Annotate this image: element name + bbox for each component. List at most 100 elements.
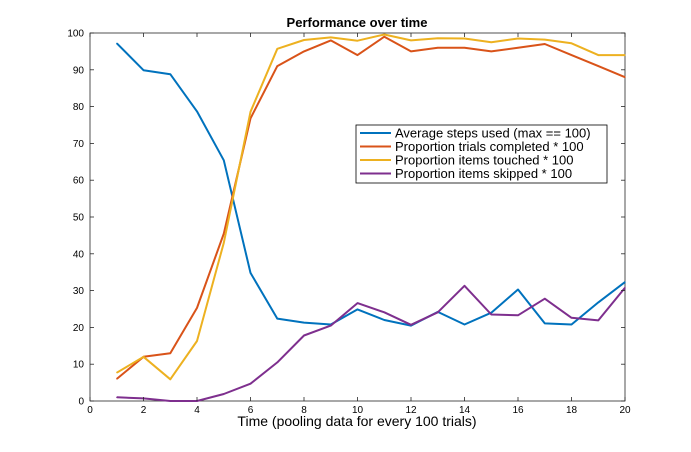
y-tick-label: 80 [73, 102, 85, 113]
data-point [303, 334, 305, 337]
data-point [490, 41, 492, 43]
data-point [276, 48, 278, 50]
y-tick-label: 90 [73, 65, 85, 76]
x-tick-label: 4 [194, 405, 200, 416]
data-point [463, 323, 466, 326]
data-point [570, 323, 573, 326]
data-point [437, 47, 439, 49]
data-point [116, 378, 118, 380]
series-layer [116, 33, 626, 402]
series-line-2 [116, 35, 626, 380]
y-tick-label: 100 [67, 29, 84, 40]
data-point [410, 324, 412, 326]
series-line-3 [116, 33, 625, 381]
data-point [142, 356, 145, 358]
y-tick-label: 10 [73, 360, 85, 371]
data-point [196, 340, 198, 342]
data-point [383, 33, 385, 36]
data-point [169, 352, 171, 354]
data-point [116, 372, 118, 374]
data-point [597, 301, 599, 303]
data-point [597, 319, 599, 322]
data-point [490, 50, 492, 53]
data-point [410, 39, 412, 41]
x-tick-label: 14 [459, 405, 471, 416]
y-tick-label: 30 [73, 286, 85, 297]
data-point [383, 311, 385, 313]
data-point [544, 298, 546, 300]
plot-area [89, 32, 626, 402]
data-point [490, 313, 492, 316]
data-point [624, 281, 626, 283]
legend-items: Average steps used (max == 100)Proportio… [360, 126, 591, 181]
legend-label: Proportion trials completed * 100 [395, 139, 584, 154]
y-tick-label: 50 [73, 213, 85, 224]
data-point [303, 50, 305, 53]
plot-frame [89, 32, 626, 402]
x-tick-label: 18 [566, 405, 578, 416]
data-point [544, 39, 546, 41]
data-point [624, 287, 626, 289]
data-point [410, 50, 412, 53]
data-point [303, 39, 305, 41]
x-tick-label: 8 [301, 405, 307, 416]
data-point [169, 378, 171, 380]
x-tick-label: 20 [619, 405, 631, 416]
data-point [356, 40, 359, 42]
x-tick-label: 16 [512, 405, 524, 416]
data-point [169, 73, 171, 75]
data-point [276, 317, 278, 320]
data-point [463, 285, 466, 287]
data-point [330, 39, 332, 41]
data-point [437, 37, 439, 39]
data-point [517, 37, 519, 40]
data-point [249, 383, 252, 385]
x-tick-label: 0 [87, 405, 93, 416]
data-point [303, 322, 305, 324]
y-tick-label: 70 [73, 139, 85, 150]
data-point [383, 319, 385, 321]
data-point [223, 242, 225, 244]
data-point [570, 317, 573, 319]
legend-box [355, 124, 608, 184]
data-point [196, 110, 198, 112]
x-axis-label: Time (pooling data for every 100 trials) [237, 413, 476, 429]
data-point [624, 76, 626, 78]
data-point [249, 111, 252, 113]
data-point [597, 65, 599, 67]
data-point [169, 400, 171, 402]
legend-label: Average steps used (max == 100) [395, 126, 591, 141]
data-point [356, 54, 359, 56]
data-point [196, 307, 198, 309]
chart-title: Performance over time [287, 15, 428, 30]
x-tick-label: 12 [405, 405, 417, 416]
data-point [517, 314, 519, 316]
data-point [330, 36, 332, 39]
data-point [276, 361, 278, 363]
data-point [437, 311, 439, 313]
data-point [517, 288, 519, 291]
x-tick-label: 6 [248, 405, 254, 416]
data-point [356, 308, 359, 310]
x-tick-label: 10 [352, 405, 364, 416]
data-point [624, 54, 626, 56]
series-line-4 [116, 284, 626, 402]
data-point [544, 43, 546, 45]
data-point [597, 54, 599, 56]
data-point [463, 37, 466, 40]
data-point [517, 47, 519, 49]
data-point [223, 232, 225, 235]
y-tick-label: 60 [73, 176, 85, 187]
data-point [276, 65, 278, 67]
x-tick-label: 2 [141, 405, 147, 416]
axis-layer: 0 2 4 6 8 10 12 14 16 18 20 0 10 20 30 40 50 60 70 80 90 100 [67, 29, 631, 417]
y-tick-label: 40 [73, 249, 85, 260]
data-point [249, 272, 252, 274]
data-point [570, 54, 573, 56]
data-point [570, 42, 573, 44]
data-point [330, 324, 332, 327]
data-point [223, 159, 225, 161]
series-line-1 [116, 42, 626, 327]
data-point [356, 302, 359, 304]
